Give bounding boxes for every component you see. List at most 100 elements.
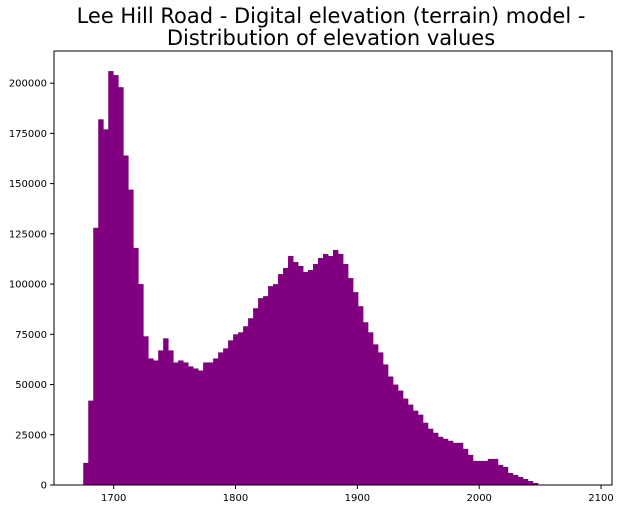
- histogram-bar: [223, 348, 229, 485]
- histogram-bar: [497, 464, 504, 485]
- y-axis-ticks: 0 25000 50000 75000 100000 125000 150000 175000…: [9, 79, 54, 492]
- histogram-bar: [382, 364, 389, 485]
- histogram-bar: [248, 318, 254, 485]
- histogram-bar: [128, 189, 134, 485]
- histogram-bar: [143, 336, 149, 485]
- histogram-bar: [457, 442, 464, 485]
- histogram-bar: [158, 350, 164, 485]
- histogram-bar: [303, 272, 309, 485]
- histogram-bar: [233, 334, 239, 485]
- y-tick-label: 25000: [15, 430, 47, 441]
- histogram-bar: [273, 284, 279, 485]
- histogram-bar: [283, 268, 289, 485]
- histogram-bar: [123, 155, 129, 486]
- y-tick-label: 75000: [15, 330, 47, 341]
- histogram-bar: [88, 400, 94, 485]
- plot-frame: [53, 50, 613, 486]
- histogram-bar: [462, 448, 469, 485]
- chart-title-line-2: Distribution of elevation values: [167, 26, 495, 50]
- y-tick-label: 175000: [9, 129, 47, 140]
- histogram-bar: [138, 284, 144, 485]
- histogram-bar: [213, 358, 219, 485]
- histogram-bar: [328, 255, 334, 485]
- histogram-bar: [118, 87, 124, 486]
- histogram-bar: [338, 253, 344, 485]
- histogram-bar: [298, 265, 304, 485]
- histogram-bar: [243, 326, 249, 485]
- histogram-bar: [228, 340, 234, 485]
- histogram-bar: [103, 129, 109, 486]
- histogram-bars: [83, 71, 539, 486]
- histogram-bar: [238, 332, 244, 485]
- histogram-bar: [367, 332, 374, 485]
- histogram-bar: [263, 296, 269, 485]
- histogram-bar: [432, 432, 439, 485]
- histogram-bar: [342, 263, 349, 485]
- histogram-bar: [163, 338, 169, 485]
- histogram-bar: [133, 247, 139, 485]
- histogram-bar: [397, 390, 404, 485]
- histogram-bar: [173, 362, 179, 485]
- chart-title: Lee Hill Road - Digital elevation (terra…: [77, 4, 586, 50]
- histogram-bar: [183, 362, 189, 485]
- y-tick-label: 50000: [15, 380, 47, 391]
- x-axis-ticks: 1700 1800 1900 2000 2100: [101, 485, 614, 504]
- histogram-bar: [477, 460, 484, 485]
- histogram-bar: [203, 362, 209, 485]
- histogram-bar: [288, 255, 294, 485]
- x-tick-label: 1800: [223, 493, 248, 504]
- histogram-bar: [422, 422, 429, 485]
- histogram-bar: [108, 71, 114, 485]
- histogram-bar: [168, 350, 174, 485]
- histogram-bar: [93, 227, 99, 485]
- histogram-bar: [452, 442, 459, 485]
- y-tick-label: 150000: [9, 179, 47, 190]
- histogram-bar: [148, 358, 154, 485]
- histogram-bar: [98, 119, 104, 485]
- histogram-bar: [377, 352, 384, 485]
- histogram-bar: [362, 322, 369, 485]
- y-tick-label: 200000: [9, 79, 47, 90]
- histogram-bar: [357, 306, 364, 485]
- y-tick-label: 100000: [9, 280, 47, 291]
- x-tick-label: 2100: [588, 493, 613, 504]
- histogram-bar: [502, 466, 509, 485]
- histogram-bar: [113, 75, 119, 486]
- histogram-bar: [517, 476, 524, 485]
- histogram-bar: [193, 368, 199, 485]
- histogram-bar: [308, 270, 314, 485]
- histogram-bar: [83, 462, 89, 485]
- histogram-bar: [492, 458, 499, 485]
- histogram-bar: [372, 344, 379, 485]
- histogram-bar: [347, 278, 354, 485]
- x-tick-label: 1700: [101, 493, 126, 504]
- histogram-bar: [527, 480, 534, 485]
- histogram-bar: [487, 458, 494, 485]
- chart-title-line-1: Lee Hill Road - Digital elevation (terra…: [77, 4, 586, 28]
- histogram-bar: [333, 249, 339, 485]
- histogram-bar: [442, 438, 449, 485]
- histogram-bar: [522, 478, 529, 485]
- x-tick-label: 2000: [466, 493, 491, 504]
- histogram-bar: [472, 460, 479, 485]
- histogram-bar: [198, 370, 204, 485]
- y-tick-label: 125000: [9, 229, 47, 240]
- histogram-bar: [437, 436, 444, 485]
- histogram-bar: [258, 298, 264, 485]
- histogram-bar: [188, 366, 194, 485]
- histogram-bar: [412, 410, 419, 485]
- histogram-bar: [153, 360, 159, 485]
- histogram-bar: [278, 274, 284, 485]
- histogram-bar: [417, 414, 424, 485]
- histogram-bar: [352, 292, 359, 485]
- histogram-bar: [482, 460, 489, 485]
- histogram-bar: [323, 253, 329, 485]
- histogram-bar: [512, 474, 519, 485]
- histogram-bar: [208, 362, 214, 485]
- histogram-bar: [293, 261, 299, 485]
- histogram-bar: [268, 286, 274, 485]
- histogram-bar: [427, 428, 434, 485]
- histogram-bar: [532, 482, 539, 485]
- histogram-bar: [253, 308, 259, 485]
